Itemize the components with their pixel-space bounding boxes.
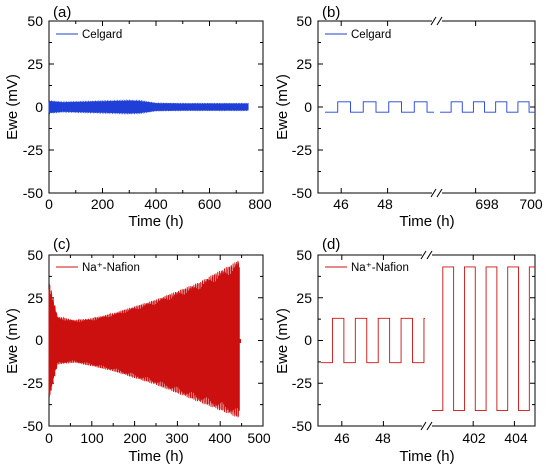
panel-d-frame <box>317 254 536 427</box>
panel-b-legend-label: Celgard <box>351 29 391 41</box>
panel-d-series-nafion-segment-2 <box>432 266 535 412</box>
panel-d-ytick-25: 25 <box>296 290 312 306</box>
panel-d-xtick-48: 48 <box>375 430 391 446</box>
panel-b-ytick-25: 25 <box>296 56 312 72</box>
panel-c-legend: Na⁺-Nafion <box>53 258 143 276</box>
panel-d-xtick-402: 402 <box>462 430 486 446</box>
panel-d-series-nafion-segment-1 <box>321 317 425 364</box>
panel-c-label: (c) <box>53 236 71 253</box>
panel-a-ytick-25: 25 <box>27 56 43 72</box>
panel-c-legend-label: Na⁺-Nafion <box>82 262 140 274</box>
panel-b-ytick-0: 0 <box>304 99 312 115</box>
panel-a-label: (a) <box>53 4 71 21</box>
panel-a-series-celgard <box>48 98 249 116</box>
panel-b-legend: Celgard <box>325 29 391 41</box>
panel-c-xtick-300: 300 <box>165 430 189 446</box>
panel-a-xtick-200: 200 <box>91 196 115 212</box>
panel-a-ytick-m25: -25 <box>23 142 43 158</box>
panel-c-ytick-25: 25 <box>27 290 43 306</box>
panel-c-xtick-400: 400 <box>208 430 232 446</box>
panel-b-axis-break <box>430 14 443 200</box>
panel-c-data <box>48 260 241 418</box>
panel-b-xlabel: Time (h) <box>399 213 454 230</box>
panel-b-ticks <box>318 20 536 194</box>
panel-b-xtick-46: 46 <box>333 196 349 212</box>
panel-a-xtick-0: 0 <box>45 196 53 212</box>
panel-b-data <box>324 101 535 113</box>
panel-a-legend-label: Celgard <box>82 29 122 41</box>
panel-b-label: (b) <box>322 4 340 21</box>
panel-a-ytick-50: 50 <box>27 13 43 29</box>
panel-d-xtick-404: 404 <box>504 430 528 446</box>
panel-d-xtick-46: 46 <box>334 430 350 446</box>
panel-d-legend: Na⁺-Nafion <box>325 262 409 274</box>
panel-d-ytick-0: 0 <box>304 332 312 348</box>
panel-b-xtick-700: 700 <box>519 196 543 212</box>
panel-d-data <box>321 266 535 412</box>
panel-c-xtick-200: 200 <box>123 430 147 446</box>
panel-d-ticks <box>318 254 535 427</box>
panel-d-ylabel: Ewe (mV) <box>274 308 291 374</box>
panel-c-xtick-500: 500 <box>247 430 271 446</box>
panel-c-ylabel: Ewe (mV) <box>4 308 21 374</box>
panel-d-ytick-m25: -25 <box>292 375 312 391</box>
panel-d: (d) Na⁺-Nafion 50 25 0 -25 -50 46 48 402… <box>274 236 536 465</box>
panel-a: (a) Celgard 50 25 0 -25 -50 0 200 400 60… <box>4 4 272 230</box>
panel-d-axis-break <box>420 248 433 433</box>
panel-d-ytick-50: 50 <box>296 247 312 263</box>
panel-a-ytick-m50: -50 <box>23 185 43 201</box>
panel-b-ytick-m50: -50 <box>292 185 312 201</box>
panel-d-xlabel: Time (h) <box>399 448 454 465</box>
panel-c-xtick-100: 100 <box>80 430 104 446</box>
panel-c-series-nafion <box>48 260 240 418</box>
panel-d-ytick-m50: -50 <box>292 418 312 434</box>
panel-a-ylabel: Ewe (mV) <box>4 74 21 140</box>
panel-c-ytick-50: 50 <box>27 247 43 263</box>
panel-a-data <box>48 98 249 116</box>
panel-a-ytick-0: 0 <box>35 99 43 115</box>
panel-b: (b) Celgard 50 25 0 -25 -50 46 48 698 70… <box>274 4 543 230</box>
panel-a-xlabel: Time (h) <box>128 213 183 230</box>
panel-b-xtick-698: 698 <box>475 196 499 212</box>
panel-c-ytick-0: 0 <box>35 332 43 348</box>
panel-a-ticks <box>48 20 264 194</box>
panel-b-ylabel: Ewe (mV) <box>274 74 291 140</box>
panel-c-end-marker <box>238 339 241 343</box>
panel-d-legend-label: Na⁺-Nafion <box>351 262 409 274</box>
panel-c-ytick-m25: -25 <box>23 375 43 391</box>
panel-b-xtick-48: 48 <box>377 196 393 212</box>
panel-b-series-celgard-segment-1 <box>324 101 434 113</box>
panel-a-legend: Celgard <box>56 29 122 41</box>
panel-b-ytick-m25: -25 <box>292 142 312 158</box>
panel-b-series-celgard-segment-2 <box>440 101 535 113</box>
panel-b-ytick-50: 50 <box>296 13 312 29</box>
panel-d-label: (d) <box>322 236 340 253</box>
panel-a-xtick-800: 800 <box>248 196 272 212</box>
panel-c-xlabel: Time (h) <box>128 448 183 465</box>
panel-a-xtick-400: 400 <box>144 196 168 212</box>
panel-a-xtick-600: 600 <box>198 196 222 212</box>
panel-c-ytick-m50: -50 <box>23 418 43 434</box>
panel-c-xtick-0: 0 <box>45 430 53 446</box>
panel-c: (c) Na⁺-Nafion 50 25 0 -25 -50 0 100 200… <box>4 236 271 465</box>
